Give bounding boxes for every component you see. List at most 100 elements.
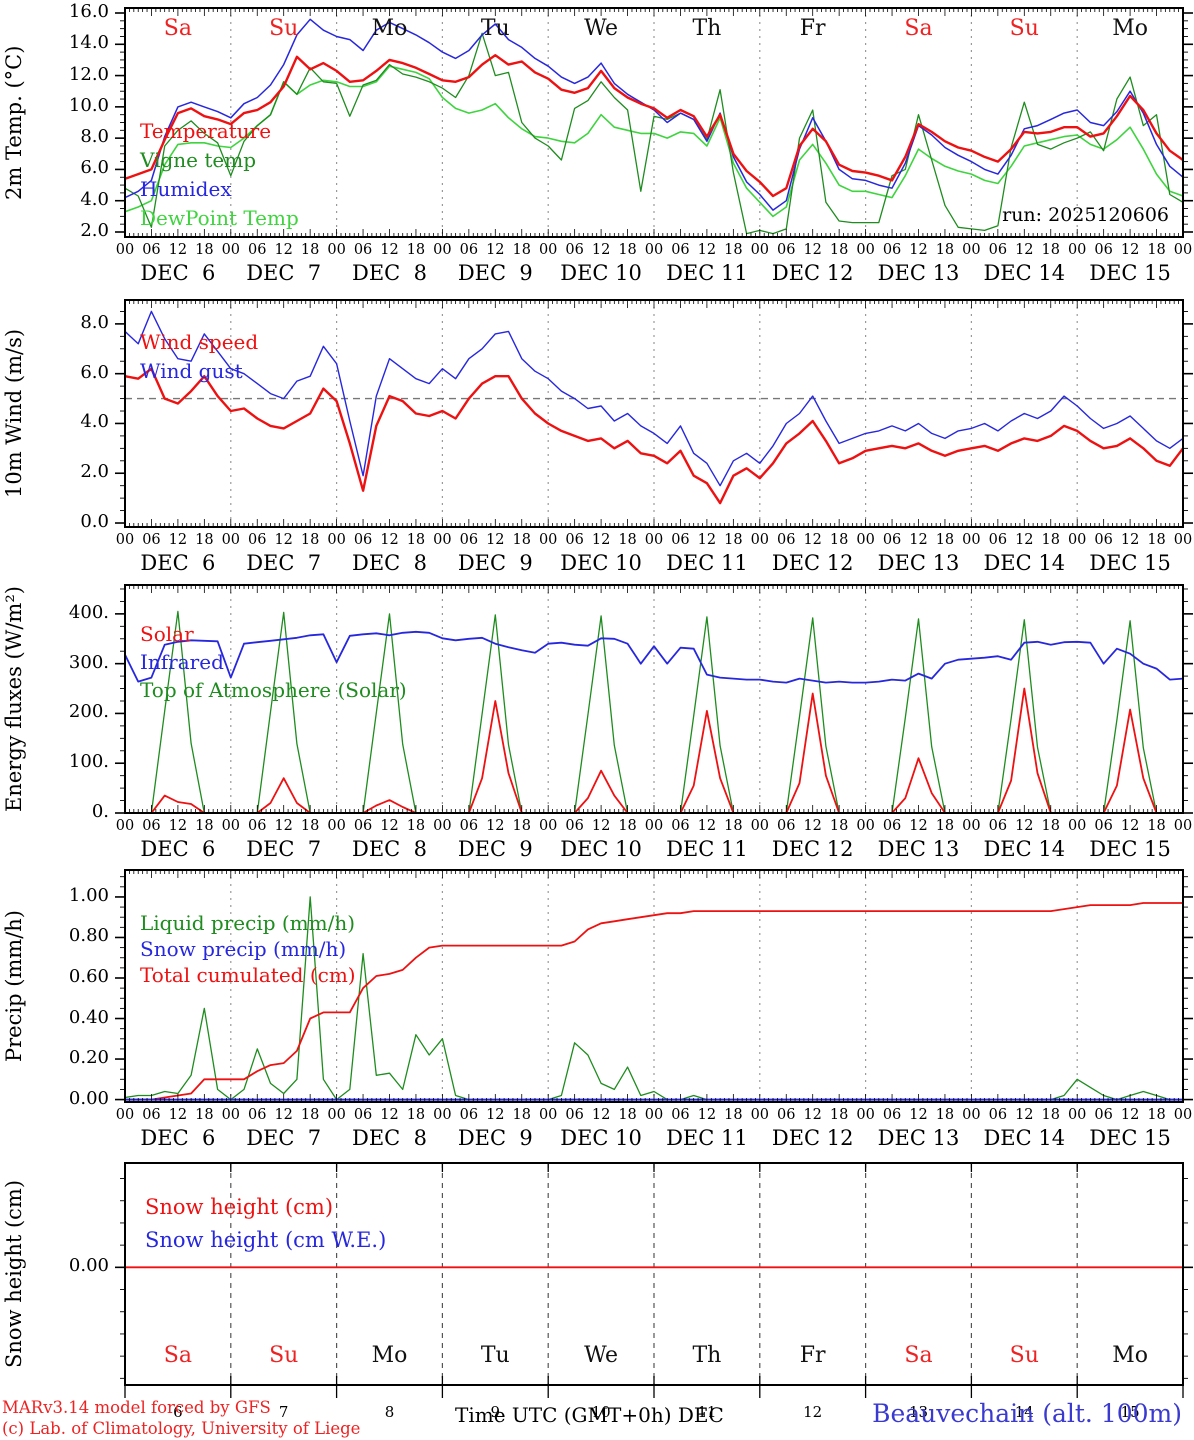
day-name-label: We xyxy=(584,1343,619,1368)
precip-panel-series-total-cumulated xyxy=(125,902,1183,1101)
date-label: DEC 11 xyxy=(666,1126,748,1150)
temperature-panel-ytick: 12.0 xyxy=(68,63,109,85)
hour-label: 00 xyxy=(327,1107,346,1123)
wind-panel-ytick: 6.0 xyxy=(80,361,109,383)
temperature-panel-series-temperature xyxy=(125,54,1183,198)
temperature-panel-legend-0: Temperature xyxy=(140,119,272,143)
hour-label: 06 xyxy=(565,532,584,548)
temperature-panel-ytick: 10.0 xyxy=(68,94,109,116)
day-name-label: Mo xyxy=(371,16,408,41)
precip-panel-ytick: 0.60 xyxy=(68,965,109,987)
day-name-label: Sa xyxy=(163,1343,192,1368)
hour-label: 18 xyxy=(300,242,320,258)
precip-panel-ytick: 0.40 xyxy=(68,1006,109,1028)
hour-label: 06 xyxy=(459,532,479,548)
hour-label: 12 xyxy=(380,818,399,834)
day-name-label: Sa xyxy=(163,16,192,41)
hour-label: 06 xyxy=(988,242,1008,258)
precip-panel-ytick: 0.20 xyxy=(68,1047,109,1069)
hour-label: 18 xyxy=(1147,242,1166,258)
wind-panel-ytick: 2.0 xyxy=(80,461,109,483)
hour-label: 06 xyxy=(142,818,161,834)
hour-label: 12 xyxy=(1015,242,1034,258)
day-name-label: Su xyxy=(1009,16,1039,41)
day-num-label: 11 xyxy=(697,1403,717,1421)
hour-label: 18 xyxy=(300,1107,320,1123)
hour-label: 06 xyxy=(459,242,479,258)
hour-label: 12 xyxy=(486,818,505,834)
hour-label: 00 xyxy=(115,818,135,834)
hour-label: 06 xyxy=(988,532,1008,548)
temperature-panel: 2.0 4.0 6.0 8.0 10.0 12.0 14.0 16.0 2m Temp. (°C… xyxy=(2,2,1193,285)
hour-label: 00 xyxy=(856,532,875,548)
hour-label: 12 xyxy=(1120,818,1140,834)
wind-panel-ytick: 4.0 xyxy=(80,411,109,433)
day-name-label: Tu xyxy=(480,1343,510,1368)
hour-label: 18 xyxy=(829,1107,849,1123)
date-label: DEC 10 xyxy=(560,261,642,285)
hour-label: 06 xyxy=(565,818,584,834)
precip-panel-canvas xyxy=(115,869,1193,1103)
day-name-label: Th xyxy=(692,1343,722,1368)
temperature-panel-ytick: 8.0 xyxy=(80,126,109,148)
hour-label: 12 xyxy=(274,242,293,258)
energy-panel-legend-0: Solar xyxy=(140,622,194,646)
hour-label: 18 xyxy=(1147,532,1166,548)
hour-label: 18 xyxy=(829,242,849,258)
hour-label: 06 xyxy=(1094,1107,1113,1123)
hour-label: 12 xyxy=(909,532,928,548)
hour-label: 00 xyxy=(433,242,452,258)
precip-panel-ytick: 0.80 xyxy=(68,925,109,947)
hour-label: 12 xyxy=(697,1107,717,1123)
temperature-panel-ytick: 6.0 xyxy=(80,157,109,179)
hour-label: 06 xyxy=(777,818,796,834)
day-num-label: 9 xyxy=(490,1403,501,1421)
hour-label: 06 xyxy=(671,532,690,548)
hour-label: 18 xyxy=(829,532,849,548)
day-num-label: 14 xyxy=(1014,1403,1034,1421)
date-label: DEC 7 xyxy=(246,1126,322,1150)
temperature-panel-legend-1: Vigne temp xyxy=(140,148,257,172)
snow-panel-ylabel: Snow height (cm) xyxy=(2,1180,26,1369)
hour-label: 18 xyxy=(829,818,849,834)
hour-label: 00 xyxy=(1067,532,1087,548)
hour-label: 00 xyxy=(750,532,770,548)
wind-panel-ytick: 8.0 xyxy=(80,311,109,333)
time-axis-label: Time UTC (GMT+0h) DEC xyxy=(455,1403,724,1427)
day-num-label: 12 xyxy=(803,1403,823,1421)
energy-panel-legend-2: Top of Atmosphere (Solar) xyxy=(140,678,407,702)
hour-label: 12 xyxy=(1015,532,1034,548)
hour-label: 12 xyxy=(591,818,611,834)
hour-label: 18 xyxy=(724,1107,743,1123)
hour-label: 12 xyxy=(168,818,188,834)
day-num-label: 8 xyxy=(384,1403,395,1421)
hour-label: 00 xyxy=(1067,818,1087,834)
hour-label: 18 xyxy=(300,532,320,548)
hour-label: 12 xyxy=(803,242,822,258)
hour-label: 12 xyxy=(909,818,928,834)
hour-label: 00 xyxy=(856,818,875,834)
date-label: DEC 10 xyxy=(560,1126,642,1150)
date-label: DEC 8 xyxy=(352,261,427,285)
energy-panel-ytick: 100. xyxy=(68,751,109,773)
hour-label: 18 xyxy=(195,1107,214,1123)
hour-label: 06 xyxy=(777,1107,796,1123)
hour-label: 00 xyxy=(115,242,135,258)
energy-panel: 0. 100. 200. 300. 400. Energy fluxes (W/m²) 00… xyxy=(2,584,1193,861)
hour-label: 00 xyxy=(644,818,664,834)
day-name-label: Su xyxy=(269,16,299,41)
hour-label: 06 xyxy=(142,532,161,548)
wind-panel-series-wind-speed xyxy=(125,367,1183,505)
day-name-label: Mo xyxy=(1112,1343,1148,1368)
hour-label: 00 xyxy=(221,242,241,258)
wind-panel-ytick: 0.0 xyxy=(80,511,109,533)
day-num-label: 10 xyxy=(591,1403,611,1421)
energy-panel-ytick: 0. xyxy=(91,801,109,822)
hour-label: 00 xyxy=(327,532,346,548)
date-label: DEC 13 xyxy=(877,1126,960,1150)
date-label: DEC 9 xyxy=(457,1126,533,1150)
date-label: DEC 7 xyxy=(246,261,322,285)
hour-label: 00 xyxy=(962,532,981,548)
hour-label: 12 xyxy=(168,1107,188,1123)
